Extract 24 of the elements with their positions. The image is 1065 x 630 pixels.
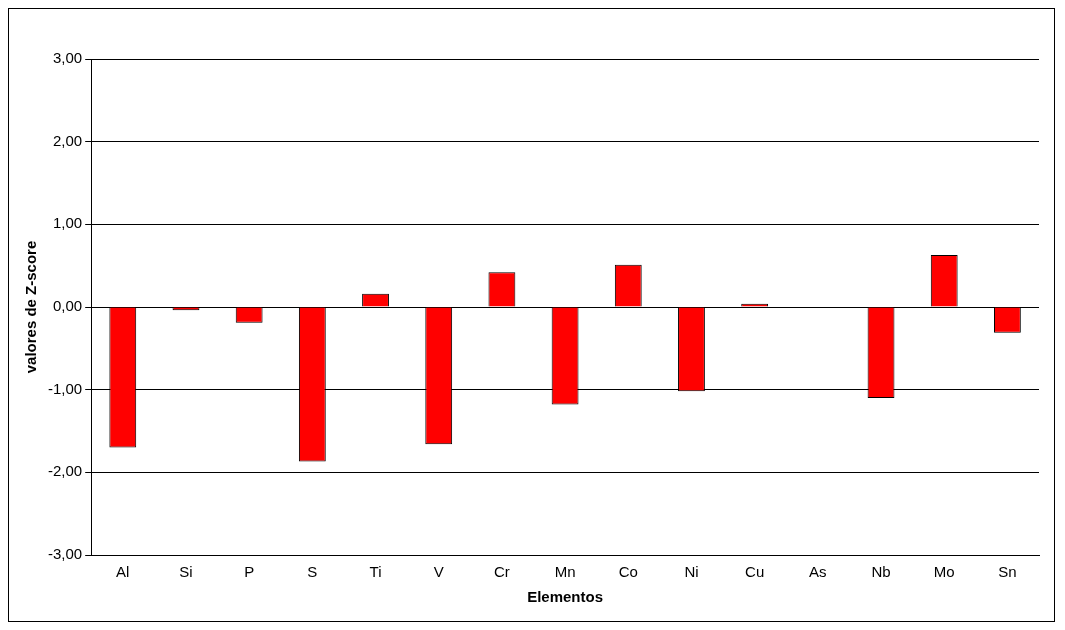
y-tick-label: -2,00: [47, 462, 83, 480]
x-tick-label: Cr: [493, 563, 510, 581]
x-tick-label: Ti: [369, 563, 382, 581]
x-tick-label: Ni: [684, 563, 699, 581]
x-tick-label: P: [244, 563, 255, 581]
x-tick-label: Cu: [745, 563, 765, 581]
x-tick-label: Al: [116, 563, 130, 581]
x-tick-label: Sn: [998, 563, 1017, 581]
x-tick-label: Mn: [554, 563, 576, 581]
y-tick-label: 1,00: [52, 214, 83, 232]
y-tick-label: -1,00: [47, 379, 83, 397]
x-axis-title: Elementos: [527, 588, 604, 606]
x-tick-label: Nb: [871, 563, 891, 581]
y-axis-title: valores de Z-score: [22, 240, 40, 374]
x-tick-label: V: [433, 563, 444, 581]
x-tick-label: Si: [179, 563, 193, 581]
x-tick-label: S: [307, 563, 318, 581]
x-tick-label: As: [809, 563, 827, 581]
y-tick-label: -3,00: [47, 545, 83, 563]
y-tick-label: 0,00: [52, 297, 83, 315]
x-tick-label: Co: [618, 563, 638, 581]
y-tick-label: 3,00: [52, 49, 83, 67]
y-tick-label: 2,00: [52, 131, 83, 149]
x-tick-label: Mo: [933, 563, 955, 581]
